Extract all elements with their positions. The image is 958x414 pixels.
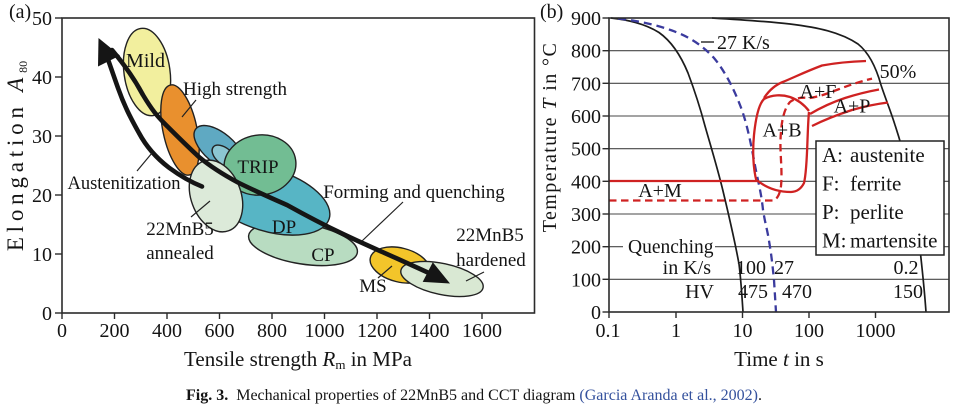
svg-text:400: 400 (571, 171, 601, 193)
svg-text:22MnB5: 22MnB5 (146, 219, 214, 240)
svg-text:27 K/s: 27 K/s (717, 32, 770, 54)
svg-text:0: 0 (42, 303, 52, 325)
svg-text:1000: 1000 (856, 320, 896, 342)
svg-text:50%: 50% (880, 61, 917, 83)
svg-text:0.2: 0.2 (894, 257, 919, 279)
svg-text:hardened: hardened (456, 250, 526, 271)
svg-text:22MnB5: 22MnB5 (456, 225, 524, 246)
svg-text:Austenitization: Austenitization (67, 174, 180, 194)
svg-text:1: 1 (671, 320, 681, 342)
svg-text:A+M: A+M (638, 180, 682, 202)
svg-text:400: 400 (152, 320, 182, 342)
svg-text:1000: 1000 (305, 320, 345, 342)
svg-text:A:: A: (822, 143, 843, 167)
svg-text:0: 0 (591, 302, 601, 324)
svg-text:Forming and quenching: Forming and quenching (323, 182, 505, 203)
svg-text:Elongation A80: Elongation A80 (3, 61, 30, 251)
svg-text:A+B: A+B (762, 120, 801, 142)
svg-text:Fig. 3. Mechanical properties: Fig. 3. Mechanical properties of 22MnB5 … (186, 387, 762, 404)
svg-text:100: 100 (571, 269, 601, 291)
svg-text:10: 10 (32, 244, 52, 266)
svg-text:HV: HV (685, 281, 714, 303)
svg-text:300: 300 (571, 204, 601, 226)
svg-text:Mild: Mild (126, 50, 165, 72)
svg-text:800: 800 (571, 41, 601, 63)
svg-text:20: 20 (32, 185, 52, 207)
svg-text:A+F: A+F (800, 81, 837, 103)
svg-text:200: 200 (100, 320, 130, 342)
svg-text:0.1: 0.1 (596, 320, 621, 342)
svg-text:27: 27 (774, 257, 794, 279)
svg-text:1400: 1400 (410, 320, 450, 342)
svg-text:High strength: High strength (183, 79, 287, 100)
svg-text:800: 800 (257, 320, 287, 342)
svg-text:500: 500 (571, 139, 601, 161)
svg-text:700: 700 (571, 73, 601, 95)
svg-text:50: 50 (32, 8, 52, 30)
svg-text:austenite: austenite (850, 143, 925, 167)
svg-text:100: 100 (736, 257, 766, 279)
svg-text:900: 900 (571, 8, 601, 30)
svg-text:Time t in s: Time t in s (734, 347, 824, 371)
svg-text:200: 200 (571, 237, 601, 259)
svg-text:Tensile strength Rm in MPa: Tensile strength Rm in MPa (184, 347, 413, 372)
svg-text:1600: 1600 (462, 320, 502, 342)
svg-text:30: 30 (32, 126, 52, 148)
svg-text:100: 100 (794, 320, 824, 342)
svg-text:Quenching: Quenching (628, 237, 714, 258)
svg-text:TRIP: TRIP (237, 157, 278, 178)
svg-text:1200: 1200 (357, 320, 397, 342)
svg-text:(a): (a) (9, 1, 31, 23)
svg-text:(b): (b) (540, 1, 563, 23)
svg-text:150: 150 (893, 281, 923, 303)
svg-text:CP: CP (311, 245, 334, 266)
svg-text:ferrite: ferrite (850, 172, 901, 196)
svg-text:10: 10 (733, 320, 753, 342)
svg-text:F:: F: (822, 172, 840, 196)
svg-text:annealed: annealed (146, 243, 214, 264)
svg-text:Temperature T in °C: Temperature T in °C (539, 42, 561, 232)
svg-text:475: 475 (738, 281, 768, 303)
svg-text:DP: DP (272, 217, 296, 238)
svg-text:MS: MS (359, 276, 386, 297)
svg-text:martensite: martensite (850, 229, 937, 253)
svg-text:in K/s: in K/s (663, 257, 712, 279)
svg-text:600: 600 (571, 106, 601, 128)
svg-text:P:: P: (822, 200, 840, 224)
svg-text:A+P: A+P (834, 96, 871, 118)
svg-text:perlite: perlite (850, 200, 904, 224)
svg-text:470: 470 (782, 281, 812, 303)
svg-text:600: 600 (205, 320, 235, 342)
svg-text:40: 40 (32, 67, 52, 89)
svg-text:0: 0 (57, 320, 67, 342)
svg-text:M:: M: (822, 229, 847, 253)
